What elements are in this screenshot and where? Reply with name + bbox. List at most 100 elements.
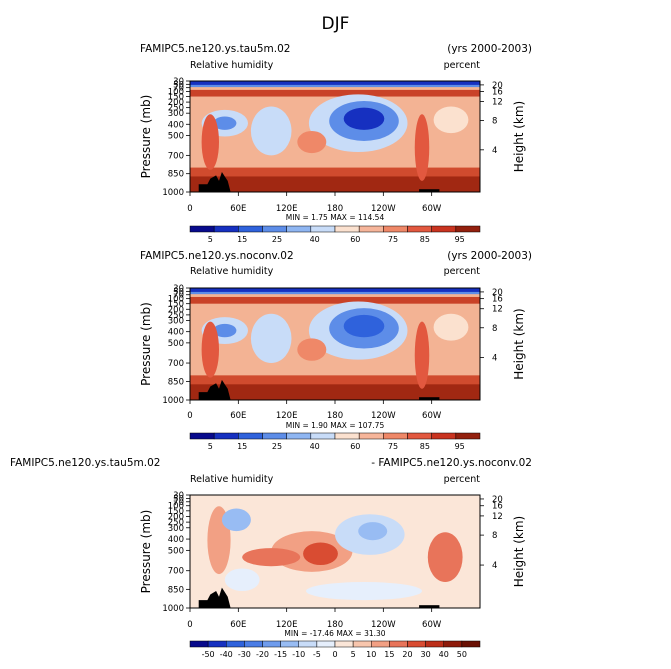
- height-axis-label: Height (km): [512, 516, 526, 587]
- colorbar-label: 60: [350, 235, 360, 244]
- negative-anomaly-low: [224, 568, 260, 592]
- panel-variable: Relative humidity: [190, 60, 274, 71]
- x-tick-label: 180: [327, 411, 343, 421]
- contour-field: [190, 81, 480, 192]
- colorbar-label: 30: [421, 650, 431, 659]
- colorbar-label: 15: [384, 650, 394, 659]
- x-tick-label: 120E: [276, 411, 298, 421]
- colorbar-label: 40: [310, 442, 320, 451]
- dry-region-east: [433, 313, 469, 341]
- colorbar-label: -30: [238, 650, 251, 659]
- y-tick-label: 70: [173, 291, 184, 301]
- topography-africa: [198, 379, 231, 400]
- dry-region-west-core: [213, 323, 237, 338]
- panel-case-title: FAMIPC5.ne120.ys.tau5m.02: [140, 43, 290, 55]
- colorbar-label: 0: [332, 650, 337, 659]
- colorbar-label: -10: [292, 650, 305, 659]
- stratospheric-dry-layer: [190, 288, 480, 294]
- colorbar-swatch: [455, 432, 481, 440]
- colorbar-swatch: [443, 640, 463, 648]
- colorbar-label: 5: [351, 650, 356, 659]
- stratospheric-dry-layer: [190, 81, 480, 87]
- positive-anomaly-east: [427, 532, 463, 583]
- colorbar-swatch: [286, 225, 312, 233]
- dry-region-mid: [250, 313, 292, 364]
- panel-variable: Relative humidity: [190, 474, 274, 485]
- y-tick-label: 1000: [162, 188, 184, 198]
- y-tick-label: 400: [168, 535, 184, 545]
- y-tick-label: 30: [173, 77, 184, 87]
- x-tick-label: 180: [327, 204, 343, 214]
- moist-pocket: [297, 338, 327, 361]
- dry-region-mid: [250, 106, 292, 156]
- colorbar-swatch: [455, 225, 481, 233]
- height-tick-label: 20: [492, 288, 503, 298]
- dry-region-core: [343, 107, 385, 130]
- colorbar-swatch: [316, 640, 336, 648]
- height-tick-label: 12: [492, 512, 503, 522]
- colorbar-label: 25: [272, 442, 282, 451]
- figure-title: DJF: [321, 14, 350, 34]
- y-tick-label: 500: [168, 546, 184, 556]
- colorbar-swatch: [334, 640, 354, 648]
- saturated-surface-layer: [190, 176, 480, 192]
- colorbar-swatch: [431, 432, 457, 440]
- negative-anomaly-surface: [306, 582, 422, 601]
- colorbar-swatch: [189, 640, 209, 648]
- y-tick-label: 1000: [162, 604, 184, 614]
- y-tick-label: 500: [168, 339, 184, 349]
- y-tick-label: 400: [168, 120, 184, 130]
- y-tick-label: 250: [168, 311, 184, 321]
- colorbar-label: 20: [402, 650, 412, 659]
- height-tick-label: 4: [492, 561, 497, 571]
- colorbar-label: 40: [439, 650, 449, 659]
- colorbar-label: 15: [237, 442, 247, 451]
- x-tick-label: 60W: [422, 204, 442, 214]
- x-tick-label: 0: [187, 620, 192, 630]
- colorbar-swatch: [238, 432, 263, 440]
- height-tick-label: 12: [492, 98, 503, 108]
- height-tick-label: 12: [492, 305, 503, 315]
- colorbar-label: -40: [220, 650, 233, 659]
- colorbar-label: 95: [455, 442, 465, 451]
- colorbar-swatch: [280, 640, 299, 648]
- topography-africa: [198, 172, 231, 192]
- colorbar-swatch: [310, 432, 336, 440]
- colorbar-swatch: [226, 640, 245, 648]
- y-tick-label: 150: [168, 300, 184, 310]
- colorbar-swatch: [286, 432, 312, 440]
- y-tick-label: 700: [168, 567, 184, 577]
- y-tick-label: 500: [168, 131, 184, 141]
- y-tick-label: 1000: [162, 396, 184, 406]
- height-tick-label: 8: [492, 116, 497, 126]
- topography-andes: [419, 397, 440, 400]
- colorbar-label: -15: [274, 650, 287, 659]
- y-tick-label: 300: [168, 316, 184, 326]
- positive-anomaly-mid: [242, 548, 301, 567]
- colorbar-swatch: [383, 225, 408, 233]
- colorbar-swatch: [334, 432, 360, 440]
- negative-anomaly-west: [221, 508, 251, 532]
- stratospheric-transition: [190, 84, 480, 88]
- dry-region-west-core: [213, 116, 237, 130]
- colorbar-label: -20: [256, 650, 269, 659]
- colorbar-label: 15: [237, 235, 247, 244]
- colorbar-swatch: [213, 225, 239, 233]
- panel-variable: Relative humidity: [190, 266, 274, 277]
- panel-case-title-right: - FAMIPC5.ne120.ys.noconv.02: [371, 457, 532, 469]
- colorbar-swatch: [389, 640, 408, 648]
- y-tick-label: 50: [173, 80, 184, 90]
- y-tick-label: 50: [173, 494, 184, 504]
- colorbar-swatch: [207, 640, 227, 648]
- colorbar-label: -5: [313, 650, 321, 659]
- colorbar-swatch: [425, 640, 444, 648]
- colorbar-swatch: [262, 640, 281, 648]
- x-tick-label: 180: [327, 620, 343, 630]
- y-tick-label: 100: [168, 502, 184, 512]
- moist-column-west: [201, 114, 219, 170]
- positive-anomaly-core: [303, 542, 338, 566]
- x-tick-label: 120E: [276, 204, 298, 214]
- min-max-stats: MIN = 1.90 MAX = 107.75: [286, 421, 385, 430]
- pressure-axis-label: Pressure (mb): [139, 510, 153, 594]
- colorbar-swatch: [213, 432, 239, 440]
